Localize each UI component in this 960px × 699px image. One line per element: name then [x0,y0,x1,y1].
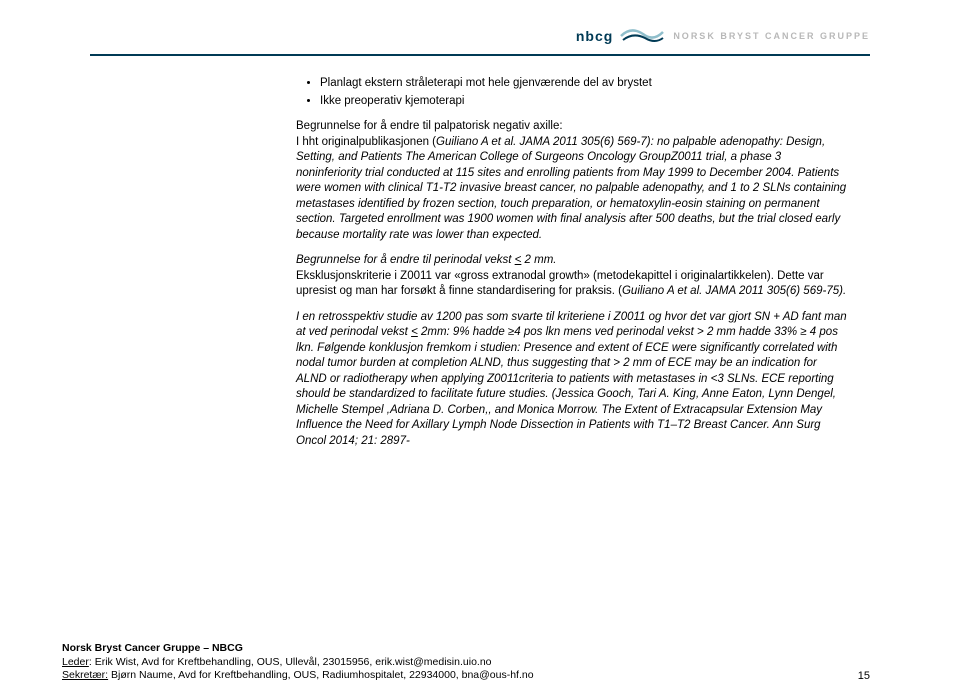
footer-sekretaer: Sekretær: Bjørn Naume, Avd for Kreftbeha… [62,669,534,683]
footer-sek-label: Sekretær: [62,669,108,681]
footer-leder: Leder: Erik Wist, Avd for Kreftbehandlin… [62,656,534,670]
logo-right-text: NORSK BRYST CANCER GRUPPE [673,30,870,42]
footer-leder-label: Leder [62,656,89,668]
p2-a3: 2 mm. [521,254,556,266]
p1-lead: Begrunnelse for å endre til palpatorisk … [296,120,563,132]
paragraph-2: Begrunnelse for å endre til perinodal ve… [296,253,850,300]
header-divider [90,54,870,56]
p1-citation: Guiliano A et al. JAMA 2011 305(6) 569-7… [296,136,846,241]
footer-org: Norsk Bryst Cancer Gruppe – NBCG [62,642,534,656]
list-item: Ikke preoperativ kjemoterapi [320,94,850,110]
p3-b: Presence and extent of ECE were signific… [296,342,837,447]
page-header: nbcg NORSK BRYST CANCER GRUPPE [576,24,870,48]
p2-c: Guiliano A et al. JAMA 2011 305(6) 569-7… [622,285,846,297]
logo-left: nbcg [576,24,665,48]
p3-lt: < [411,326,418,338]
list-item: Planlagt ekstern stråleterapi mot hele g… [320,76,850,92]
p1-text-a: I hht originalpublikasjonen ( [296,136,436,148]
bullet-list: Planlagt ekstern stråleterapi mot hele g… [310,76,850,109]
page-footer: Norsk Bryst Cancer Gruppe – NBCG Leder: … [62,642,870,683]
document-body: Planlagt ekstern stråleterapi mot hele g… [296,76,850,459]
logo-text: nbcg [576,27,613,46]
page-number: 15 [858,669,870,683]
p2-a: Begrunnelse for å endre til perinodal ve… [296,254,515,266]
footer-leder-rest: : Erik Wist, Avd for Kreftbehandling, OU… [89,656,492,668]
logo-swirl-icon [619,24,665,48]
footer-sek-rest: Bjørn Naume, Avd for Kreftbehandling, OU… [108,669,533,681]
paragraph-3: I en retrosspektiv studie av 1200 pas so… [296,310,850,450]
footer-left: Norsk Bryst Cancer Gruppe – NBCG Leder: … [62,642,534,683]
paragraph-1: Begrunnelse for å endre til palpatorisk … [296,119,850,243]
